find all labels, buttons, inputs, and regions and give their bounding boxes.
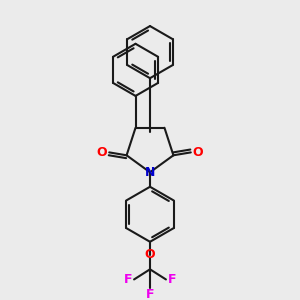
Text: N: N xyxy=(145,166,155,179)
Text: F: F xyxy=(168,273,176,286)
Text: F: F xyxy=(124,273,132,286)
Text: F: F xyxy=(146,288,154,300)
Text: O: O xyxy=(97,146,107,159)
Text: O: O xyxy=(145,248,155,261)
Text: O: O xyxy=(193,146,203,159)
